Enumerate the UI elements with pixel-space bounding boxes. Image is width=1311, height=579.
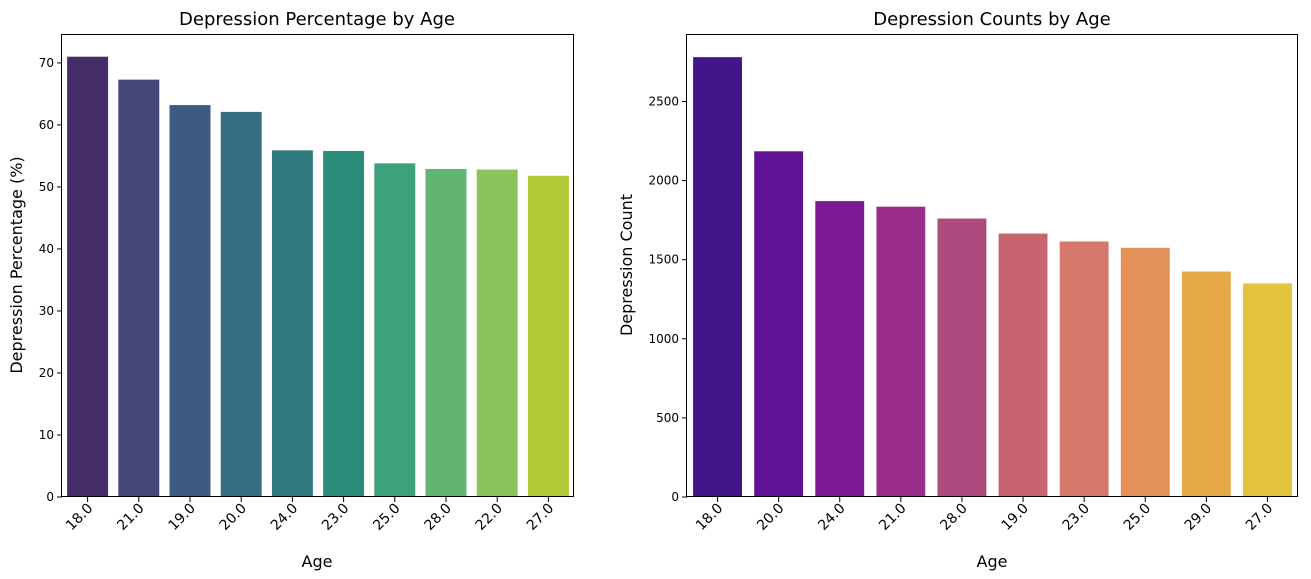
chart-counts-ytick-label: 1000 xyxy=(648,332,679,346)
chart-percentage-yticks: 0 10 20 30 40 50 60 70 xyxy=(39,56,62,504)
chart-counts-bar xyxy=(1243,283,1292,497)
chart-counts-ytick-label: 1500 xyxy=(648,253,679,267)
chart-percentage-bar xyxy=(425,168,467,497)
chart-percentage-title: Depression Percentage by Age xyxy=(179,9,455,30)
chart-counts-bar xyxy=(998,233,1048,497)
chart-percentage-xtick-label: 27.0 xyxy=(524,501,557,534)
chart-counts-xtick-label: 29.0 xyxy=(1182,501,1215,534)
chart-percentage-xticks: 18.0 21.0 19.0 20.0 24.0 23.0 25.0 28.0 22.0 27.0 xyxy=(63,497,557,534)
chart-percentage-bar xyxy=(220,111,262,498)
chart-percentage-bar xyxy=(374,163,416,497)
chart-counts-xtick-label: 18.0 xyxy=(693,501,726,534)
chart-counts-xticks: 18.0 20.0 24.0 21.0 28.0 19.0 23.0 25.0 29.0 27.0 xyxy=(693,497,1276,534)
chart-percentage-bars xyxy=(67,56,569,498)
chart-counts-bar xyxy=(693,57,742,498)
chart-percentage-ytick-label: 60 xyxy=(39,118,54,132)
chart-percentage-xtick-label: 20.0 xyxy=(217,501,250,534)
chart-counts-yticks: 0 500 1000 1500 2000 2500 xyxy=(648,94,687,504)
chart-percentage-ytick-label: 20 xyxy=(39,366,54,380)
chart-percentage-bar xyxy=(67,56,109,497)
chart-counts-bar xyxy=(876,206,926,498)
chart-percentage-ytick-label: 0 xyxy=(46,490,54,504)
chart-counts-xtick-label: 19.0 xyxy=(999,501,1032,534)
chart-counts-xlabel: Age xyxy=(977,552,1008,571)
chart-counts-bar xyxy=(1059,241,1109,497)
chart-percentage-bar xyxy=(323,150,365,497)
chart-percentage-xtick-label: 28.0 xyxy=(421,501,454,534)
chart-percentage-bar xyxy=(476,169,518,497)
chart-counts-xtick-label: 21.0 xyxy=(876,501,909,534)
chart-counts-title: Depression Counts by Age xyxy=(873,9,1111,30)
chart-percentage-frame xyxy=(61,34,574,497)
chart-counts-ytick-label: 0 xyxy=(671,490,679,504)
chart-percentage-ylabel: Depression Percentage (%) xyxy=(7,156,26,373)
chart-percentage-bar xyxy=(118,79,160,498)
chart-counts-bar xyxy=(754,151,804,498)
chart-counts-ytick-label: 500 xyxy=(656,411,679,425)
chart-percentage-bar xyxy=(271,150,313,497)
chart-counts-bar xyxy=(937,218,987,497)
chart-percentage-ytick-label: 40 xyxy=(39,242,54,256)
chart-percentage-xtick-label: 18.0 xyxy=(63,501,96,534)
chart-percentage-xtick-label: 23.0 xyxy=(319,501,352,534)
chart-counts-xtick-label: 28.0 xyxy=(937,501,970,534)
chart-counts-xtick-label: 27.0 xyxy=(1243,501,1276,534)
chart-counts-ytick-label: 2500 xyxy=(648,94,679,108)
chart-percentage-xtick-label: 24.0 xyxy=(268,501,301,534)
chart-counts-bar xyxy=(1120,247,1170,497)
chart-counts-frame xyxy=(686,34,1298,497)
chart-percentage-bar xyxy=(169,105,211,497)
chart-percentage-xtick-label: 19.0 xyxy=(165,501,198,534)
chart-percentage-bar xyxy=(527,175,569,497)
chart-percentage-ytick-label: 50 xyxy=(39,180,54,194)
chart-percentage-xtick-label: 21.0 xyxy=(114,501,147,534)
chart-percentage-ytick-label: 70 xyxy=(39,56,54,70)
chart-counts: Depression Counts by Age Depression Coun… xyxy=(617,9,1298,571)
chart-counts-bars xyxy=(693,57,1292,498)
chart-counts-ylabel: Depression Count xyxy=(617,194,636,336)
chart-counts-xtick-label: 23.0 xyxy=(1060,501,1093,534)
chart-percentage-xtick-label: 25.0 xyxy=(370,501,403,534)
chart-percentage-xlabel: Age xyxy=(302,552,333,571)
chart-percentage-ytick-label: 30 xyxy=(39,304,54,318)
chart-counts-bar xyxy=(1181,271,1231,497)
chart-percentage-xtick-label: 22.0 xyxy=(473,501,506,534)
chart-percentage: Depression Percentage by Age Depression … xyxy=(7,9,574,571)
chart-counts-xtick-label: 24.0 xyxy=(815,501,848,534)
chart-counts-ytick-label: 2000 xyxy=(648,174,679,188)
chart-counts-bar xyxy=(815,201,865,497)
chart-percentage-ytick-label: 10 xyxy=(39,428,54,442)
chart-counts-xtick-label: 20.0 xyxy=(754,501,787,534)
chart-counts-xtick-label: 25.0 xyxy=(1121,501,1154,534)
